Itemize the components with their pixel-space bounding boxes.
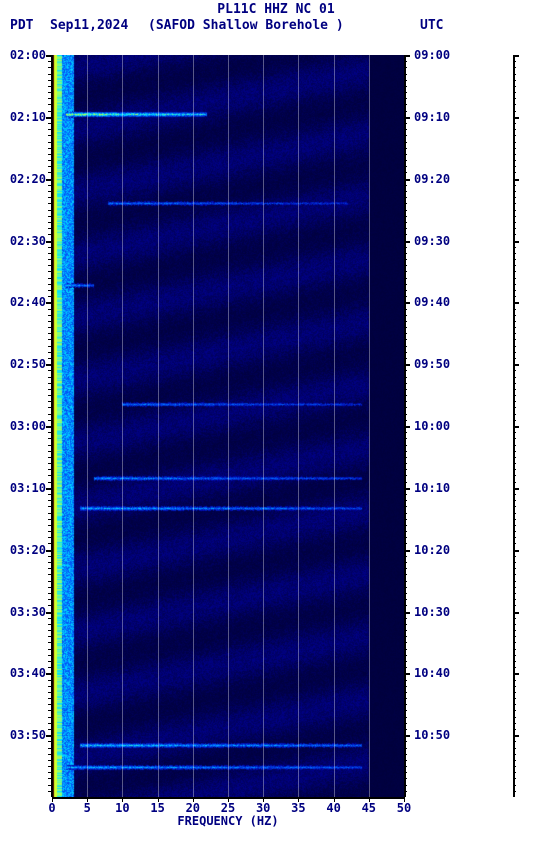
y-tick-label-left: 02:00: [0, 48, 46, 62]
y-tick-label-left: 03:20: [0, 543, 46, 557]
chart-title: PL11C HHZ NC 01: [0, 2, 552, 17]
y-tick-label-right: 10:30: [414, 605, 464, 619]
y-tick-label-left: 03:30: [0, 605, 46, 619]
y-tick-label-right: 10:20: [414, 543, 464, 557]
spectrogram-container: PL11C HHZ NC 01 PDT Sep11,2024 (SAFOD Sh…: [0, 0, 552, 864]
x-tick-label: 45: [362, 801, 376, 815]
y-tick-label-left: 02:50: [0, 357, 46, 371]
y-tick-label-left: 03:50: [0, 728, 46, 742]
x-tick-label: 25: [221, 801, 235, 815]
station-label: (SAFOD Shallow Borehole ): [148, 18, 344, 33]
x-tick-label: 15: [150, 801, 164, 815]
right-tz-label: UTC: [420, 18, 443, 33]
y-tick-label-left: 02:10: [0, 110, 46, 124]
y-tick-label-right: 10:50: [414, 728, 464, 742]
y-tick-label-left: 03:40: [0, 666, 46, 680]
y-tick-label-right: 10:00: [414, 419, 464, 433]
y-tick-label-right: 10:10: [414, 481, 464, 495]
x-tick-label: 35: [291, 801, 305, 815]
y-tick-label-right: 09:50: [414, 357, 464, 371]
y-tick-label-left: 02:40: [0, 295, 46, 309]
y-tick-label-left: 03:00: [0, 419, 46, 433]
y-tick-label-right: 09:10: [414, 110, 464, 124]
y-tick-label-right: 09:20: [414, 172, 464, 186]
y-tick-label-right: 09:00: [414, 48, 464, 62]
x-tick-label: 5: [84, 801, 91, 815]
x-tick-label: 10: [115, 801, 129, 815]
x-tick-label: 40: [326, 801, 340, 815]
y-tick-label-left: 02:20: [0, 172, 46, 186]
y-tick-label-right: 09:30: [414, 234, 464, 248]
y-tick-label-left: 02:30: [0, 234, 46, 248]
y-tick-label-right: 10:40: [414, 666, 464, 680]
y-tick-label-left: 03:10: [0, 481, 46, 495]
x-tick-label: 20: [186, 801, 200, 815]
date-label: Sep11,2024: [50, 18, 128, 33]
x-axis-title: FREQUENCY (HZ): [52, 814, 404, 828]
x-tick-label: 50: [397, 801, 411, 815]
spectrogram-plot: [52, 55, 404, 797]
y-tick-label-right: 09:40: [414, 295, 464, 309]
x-tick-label: 0: [48, 801, 55, 815]
left-tz-label: PDT: [10, 18, 33, 33]
x-tick-label: 30: [256, 801, 270, 815]
